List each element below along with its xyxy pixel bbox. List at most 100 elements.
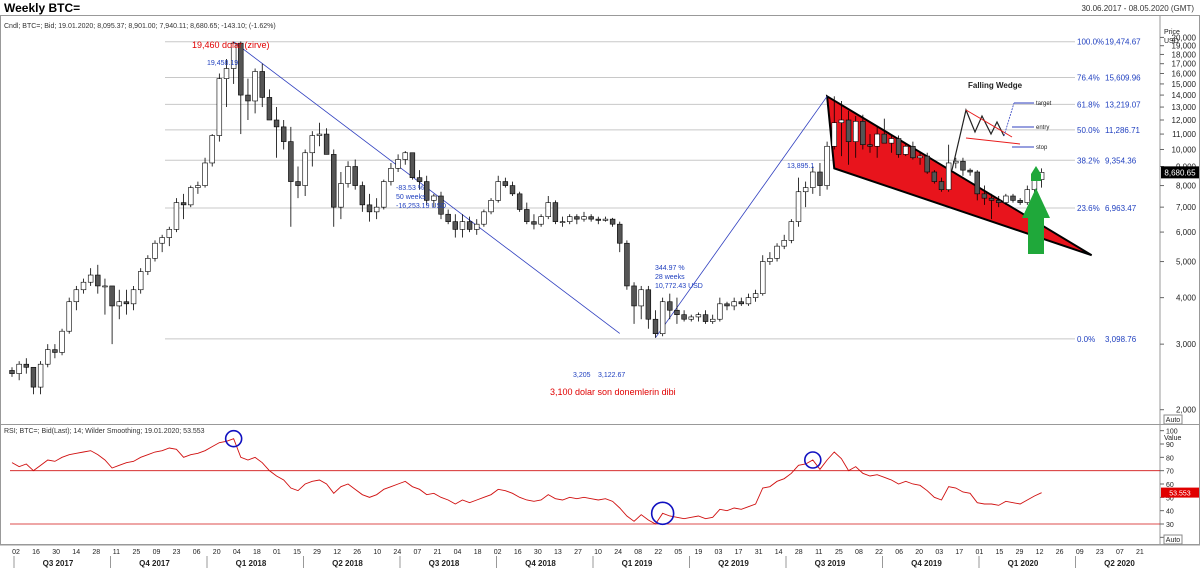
candle-body: [1031, 179, 1038, 190]
trend-lines: [233, 41, 828, 338]
week-tick-label: 15: [996, 549, 1004, 556]
chart-title: Weekly BTC=: [4, 1, 81, 15]
candle-body: [109, 285, 115, 307]
week-tick-label: 27: [574, 549, 582, 556]
candle-body: [667, 301, 673, 311]
week-tick-label: 22: [654, 549, 662, 556]
price-tick-label: 18,000: [1172, 50, 1197, 59]
quarter-label: Q1 2018: [236, 559, 267, 568]
falling-wedge-overlay: [825, 94, 1093, 257]
candle-body: [695, 314, 702, 318]
candle-body: [681, 314, 687, 320]
candle-body: [373, 206, 380, 213]
candle-body: [152, 242, 158, 259]
fib-pct-label: 50.0%: [1077, 126, 1100, 135]
candle-body: [381, 181, 387, 208]
candle-body: [316, 133, 323, 136]
price-tick-label: 12,000: [1172, 116, 1197, 125]
week-tick-label: 25: [133, 549, 141, 556]
candle-body: [802, 187, 809, 193]
candle-body: [216, 78, 223, 136]
candle-body: [23, 363, 29, 368]
candle-body: [774, 245, 780, 259]
week-tick-label: 30: [534, 549, 542, 556]
price-tick-label: 16,000: [1172, 69, 1197, 78]
candle-body: [559, 221, 566, 223]
quarter-label: Q4 2017: [139, 559, 170, 568]
price-gridlines: 100.0% 19,474.67 76.4% 15,609.96 61.8% 13,219…: [165, 38, 1141, 344]
week-tick-label: 20: [213, 549, 221, 556]
candle-body: [402, 152, 408, 160]
fib-pct-label: 100.0%: [1077, 38, 1104, 47]
candle-body: [867, 144, 873, 147]
price-axis-unit: USD: [1164, 38, 1179, 45]
fib-value-label: 19,474.67: [1105, 38, 1141, 47]
fib-value-label: 13,219.07: [1105, 100, 1141, 109]
candle-body: [66, 301, 72, 332]
falling-wedge-shape: [825, 94, 1093, 257]
rsi-tick-label: 100: [1166, 429, 1178, 436]
rsi-tick-label: 30: [1166, 522, 1174, 529]
candle-body: [159, 237, 165, 244]
candle-body: [924, 155, 930, 173]
fib-pct-label: 61.8%: [1077, 100, 1100, 109]
candle-body: [295, 181, 301, 186]
quarter-label: Q2 2020: [1104, 559, 1135, 568]
candle-body: [459, 221, 466, 230]
last-price-box: [1161, 166, 1199, 179]
rise-stat: 10,772.43 USD: [655, 283, 703, 290]
candle-body: [87, 274, 94, 283]
candle-body: [945, 162, 952, 190]
candle-body: [180, 202, 187, 206]
week-tick-label: 12: [1036, 549, 1044, 556]
candle-body: [1003, 195, 1009, 203]
price-tick-label: 19,000: [1172, 42, 1197, 51]
week-tick-label: 08: [634, 549, 642, 556]
quarter-label: Q3 2018: [429, 559, 460, 568]
candle-body: [59, 330, 65, 353]
candle-body: [9, 370, 15, 374]
candle-body: [995, 200, 1002, 203]
quarter-label: Q1 2019: [622, 559, 653, 568]
candle-body: [717, 303, 723, 320]
candle-body: [981, 193, 988, 199]
green-up-arrow: [1022, 188, 1050, 254]
price-tick-label: 17,000: [1172, 60, 1197, 69]
candle-body: [266, 97, 273, 121]
candle-body: [674, 309, 680, 315]
week-tick-label: 16: [514, 549, 522, 556]
candle-body: [895, 138, 902, 155]
candle-body: [45, 349, 51, 365]
rsi-tick-label: 80: [1166, 455, 1174, 462]
candle-body: [795, 191, 802, 222]
candle-body: [574, 216, 580, 220]
candle-body: [481, 211, 487, 225]
week-tick-label: 04: [454, 549, 462, 556]
candle-body: [409, 152, 416, 178]
wedge-entry-label: entry: [1036, 125, 1049, 131]
candle-body: [745, 297, 752, 305]
candle-body: [838, 119, 845, 124]
candle-body: [366, 204, 373, 213]
price-tick-label: 5,000: [1176, 258, 1197, 267]
candle-body: [438, 195, 444, 215]
week-tick-label: 03: [715, 549, 723, 556]
week-tick-label: 28: [795, 549, 803, 556]
candle-body: [988, 197, 995, 201]
rise-stat: 28 weeks: [655, 274, 685, 281]
week-tick-label: 26: [1056, 549, 1064, 556]
candle-body: [931, 171, 938, 182]
candle-body: [145, 258, 151, 272]
week-tick-label: 10: [373, 549, 381, 556]
date-range: 30.06.2017 - 08.05.2020 (GMT): [1081, 4, 1194, 13]
candle-body: [123, 301, 130, 305]
week-tick-label: 21: [1136, 549, 1144, 556]
peak-title: 19,460 dolar (zirve): [192, 40, 270, 50]
week-tick-label: 12: [333, 549, 341, 556]
rsi-tick-label: 40: [1166, 509, 1174, 516]
candle-body: [30, 366, 37, 388]
candle-body: [245, 94, 251, 102]
quarter-label: Q3 2017: [43, 559, 74, 568]
fib-pct-label: 23.6%: [1077, 204, 1100, 213]
week-tick-label: 16: [32, 549, 40, 556]
